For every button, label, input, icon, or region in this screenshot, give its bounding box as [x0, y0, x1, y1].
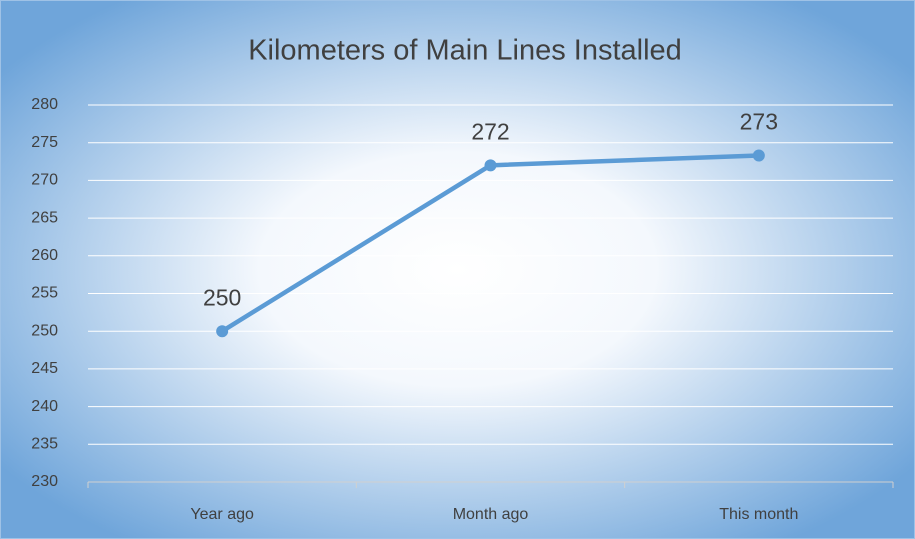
y-tick-label: 230 — [31, 473, 58, 490]
x-tick-label: Month ago — [453, 506, 529, 523]
y-tick-label: 255 — [31, 285, 58, 302]
data-label: 250 — [203, 284, 241, 310]
x-tick-label: Year ago — [190, 506, 254, 523]
y-tick-label: 250 — [31, 322, 58, 339]
y-tick-label: 270 — [31, 172, 58, 189]
point — [752, 149, 765, 162]
data-label: 273 — [740, 109, 778, 135]
point — [484, 159, 497, 172]
y-tick-label: 240 — [31, 398, 58, 415]
chart-title: Kilometers of Main Lines Installed — [248, 35, 682, 67]
data-label: 272 — [471, 118, 509, 144]
y-tick-label: 275 — [31, 134, 58, 151]
y-tick-label: 245 — [31, 360, 58, 377]
y-tick-label: 235 — [31, 436, 58, 453]
y-tick-label: 260 — [31, 247, 58, 264]
point — [216, 325, 229, 338]
y-tick-label: 280 — [31, 96, 58, 113]
x-tick-label: This month — [719, 506, 798, 523]
y-tick-label: 265 — [31, 209, 58, 226]
